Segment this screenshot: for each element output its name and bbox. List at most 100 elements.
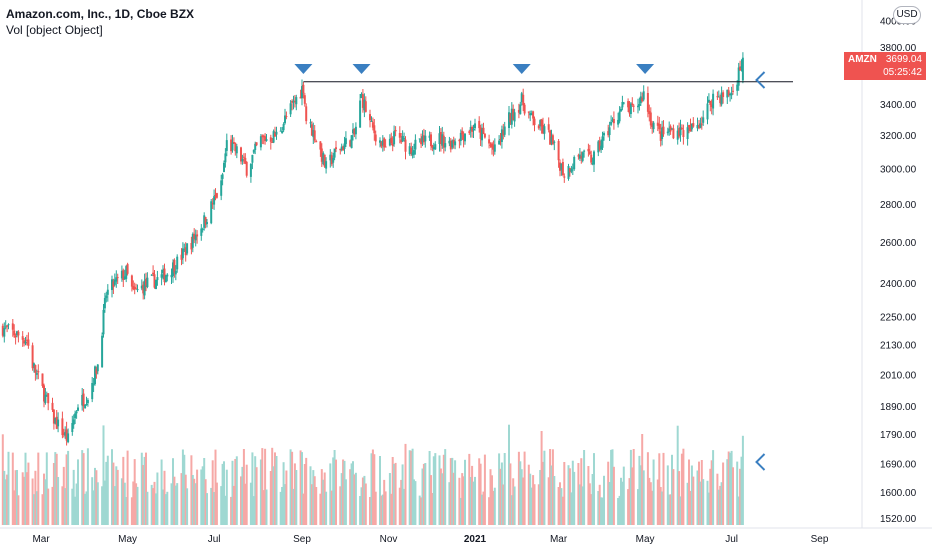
candle-body [285, 116, 288, 117]
volume-bar [201, 466, 204, 525]
volume-bar [255, 467, 258, 525]
candle-body [103, 298, 106, 309]
volume-bar [234, 459, 237, 525]
candle-body [61, 418, 64, 436]
candle-body [251, 154, 254, 163]
volume-bar [520, 469, 523, 525]
candle-body [679, 127, 682, 136]
volume-bar [698, 461, 700, 525]
volume-bar [146, 491, 149, 525]
volume-bar [264, 448, 267, 525]
volume-bar [621, 481, 624, 525]
candle-body [444, 143, 447, 148]
candle-body [242, 156, 245, 158]
bar-countdown: 05:25:42 [883, 67, 922, 78]
volume-bar [220, 486, 223, 525]
candle-body [272, 131, 275, 143]
candle-body [6, 325, 9, 327]
volume-bar [183, 454, 186, 525]
candle-body [388, 138, 391, 146]
candle-body [305, 106, 308, 122]
candle-body [201, 228, 204, 230]
volume-bar [593, 453, 595, 525]
y-tick-label: 2600.00 [880, 238, 917, 249]
candle-body [120, 270, 123, 279]
volume-bar [251, 452, 254, 525]
candle-body [361, 94, 364, 108]
volume-bar [679, 496, 682, 525]
volume-bar [462, 476, 465, 525]
volume-bar [680, 453, 683, 525]
y-tick-label: 1790.00 [880, 430, 917, 441]
volume-bar [210, 487, 213, 525]
volume-bar [279, 491, 282, 525]
volume-study-label: Vol [object Object] [6, 23, 103, 37]
volume-bar [452, 472, 455, 525]
volume-bar [92, 490, 95, 525]
volume-bar [272, 466, 275, 525]
volume-bar [91, 477, 94, 525]
volume-bar [230, 496, 233, 525]
volume-bar [438, 455, 441, 525]
volume-bar [72, 469, 75, 525]
volume-bar [637, 489, 639, 525]
volume-bar [428, 451, 431, 525]
volume-bar [315, 487, 318, 525]
volume-bar [309, 466, 312, 525]
candle-body [603, 133, 605, 136]
x-tick-label: Jul [208, 534, 221, 545]
candle-body [27, 339, 30, 346]
candle-body [483, 133, 486, 138]
volume-bar [381, 494, 384, 525]
candle-body [422, 135, 425, 143]
candle-body [648, 111, 651, 115]
volume-bar [732, 467, 734, 525]
candle-body [611, 119, 614, 121]
volume-bar [489, 469, 492, 525]
volume-bar [16, 470, 18, 525]
volume-bar [262, 490, 265, 525]
candle-body [255, 142, 258, 146]
candle-body [16, 331, 18, 336]
candle-body [740, 66, 743, 68]
candle-body [221, 174, 224, 179]
volume-bar [95, 470, 98, 525]
volume-bar [71, 488, 74, 525]
candle-body [152, 272, 155, 275]
volume-bar [94, 467, 96, 525]
candle-body [658, 123, 661, 130]
volume-bar [422, 463, 425, 525]
candle-body [160, 274, 163, 278]
volume-bar [113, 486, 116, 525]
volume-bar [553, 476, 556, 525]
volume-bar [11, 452, 14, 525]
candle-body [669, 126, 672, 132]
currency-badge[interactable]: USD [893, 6, 921, 24]
volume-bar [275, 456, 278, 525]
candle-body [150, 274, 153, 276]
candle-body [84, 404, 87, 408]
candle-body [420, 139, 423, 145]
candle-body [282, 124, 285, 131]
volume-bar [135, 483, 138, 525]
candle-body [551, 135, 554, 145]
volume-bar [350, 463, 353, 525]
candle-body [235, 146, 238, 154]
volume-bar [136, 486, 139, 525]
volume-bar [379, 456, 381, 525]
candle-body [130, 275, 133, 287]
volume-bar [530, 487, 533, 525]
volume-bar [418, 495, 421, 525]
candle-body [241, 159, 244, 162]
volume-bar [85, 491, 88, 525]
candle-body [537, 125, 540, 129]
volume-bar [335, 459, 337, 525]
candle-body [730, 93, 733, 96]
volume-bar [590, 494, 593, 525]
candle-body [193, 233, 196, 239]
candle-body [101, 335, 104, 368]
volume-bar [638, 455, 641, 525]
volume-bar [430, 475, 432, 525]
